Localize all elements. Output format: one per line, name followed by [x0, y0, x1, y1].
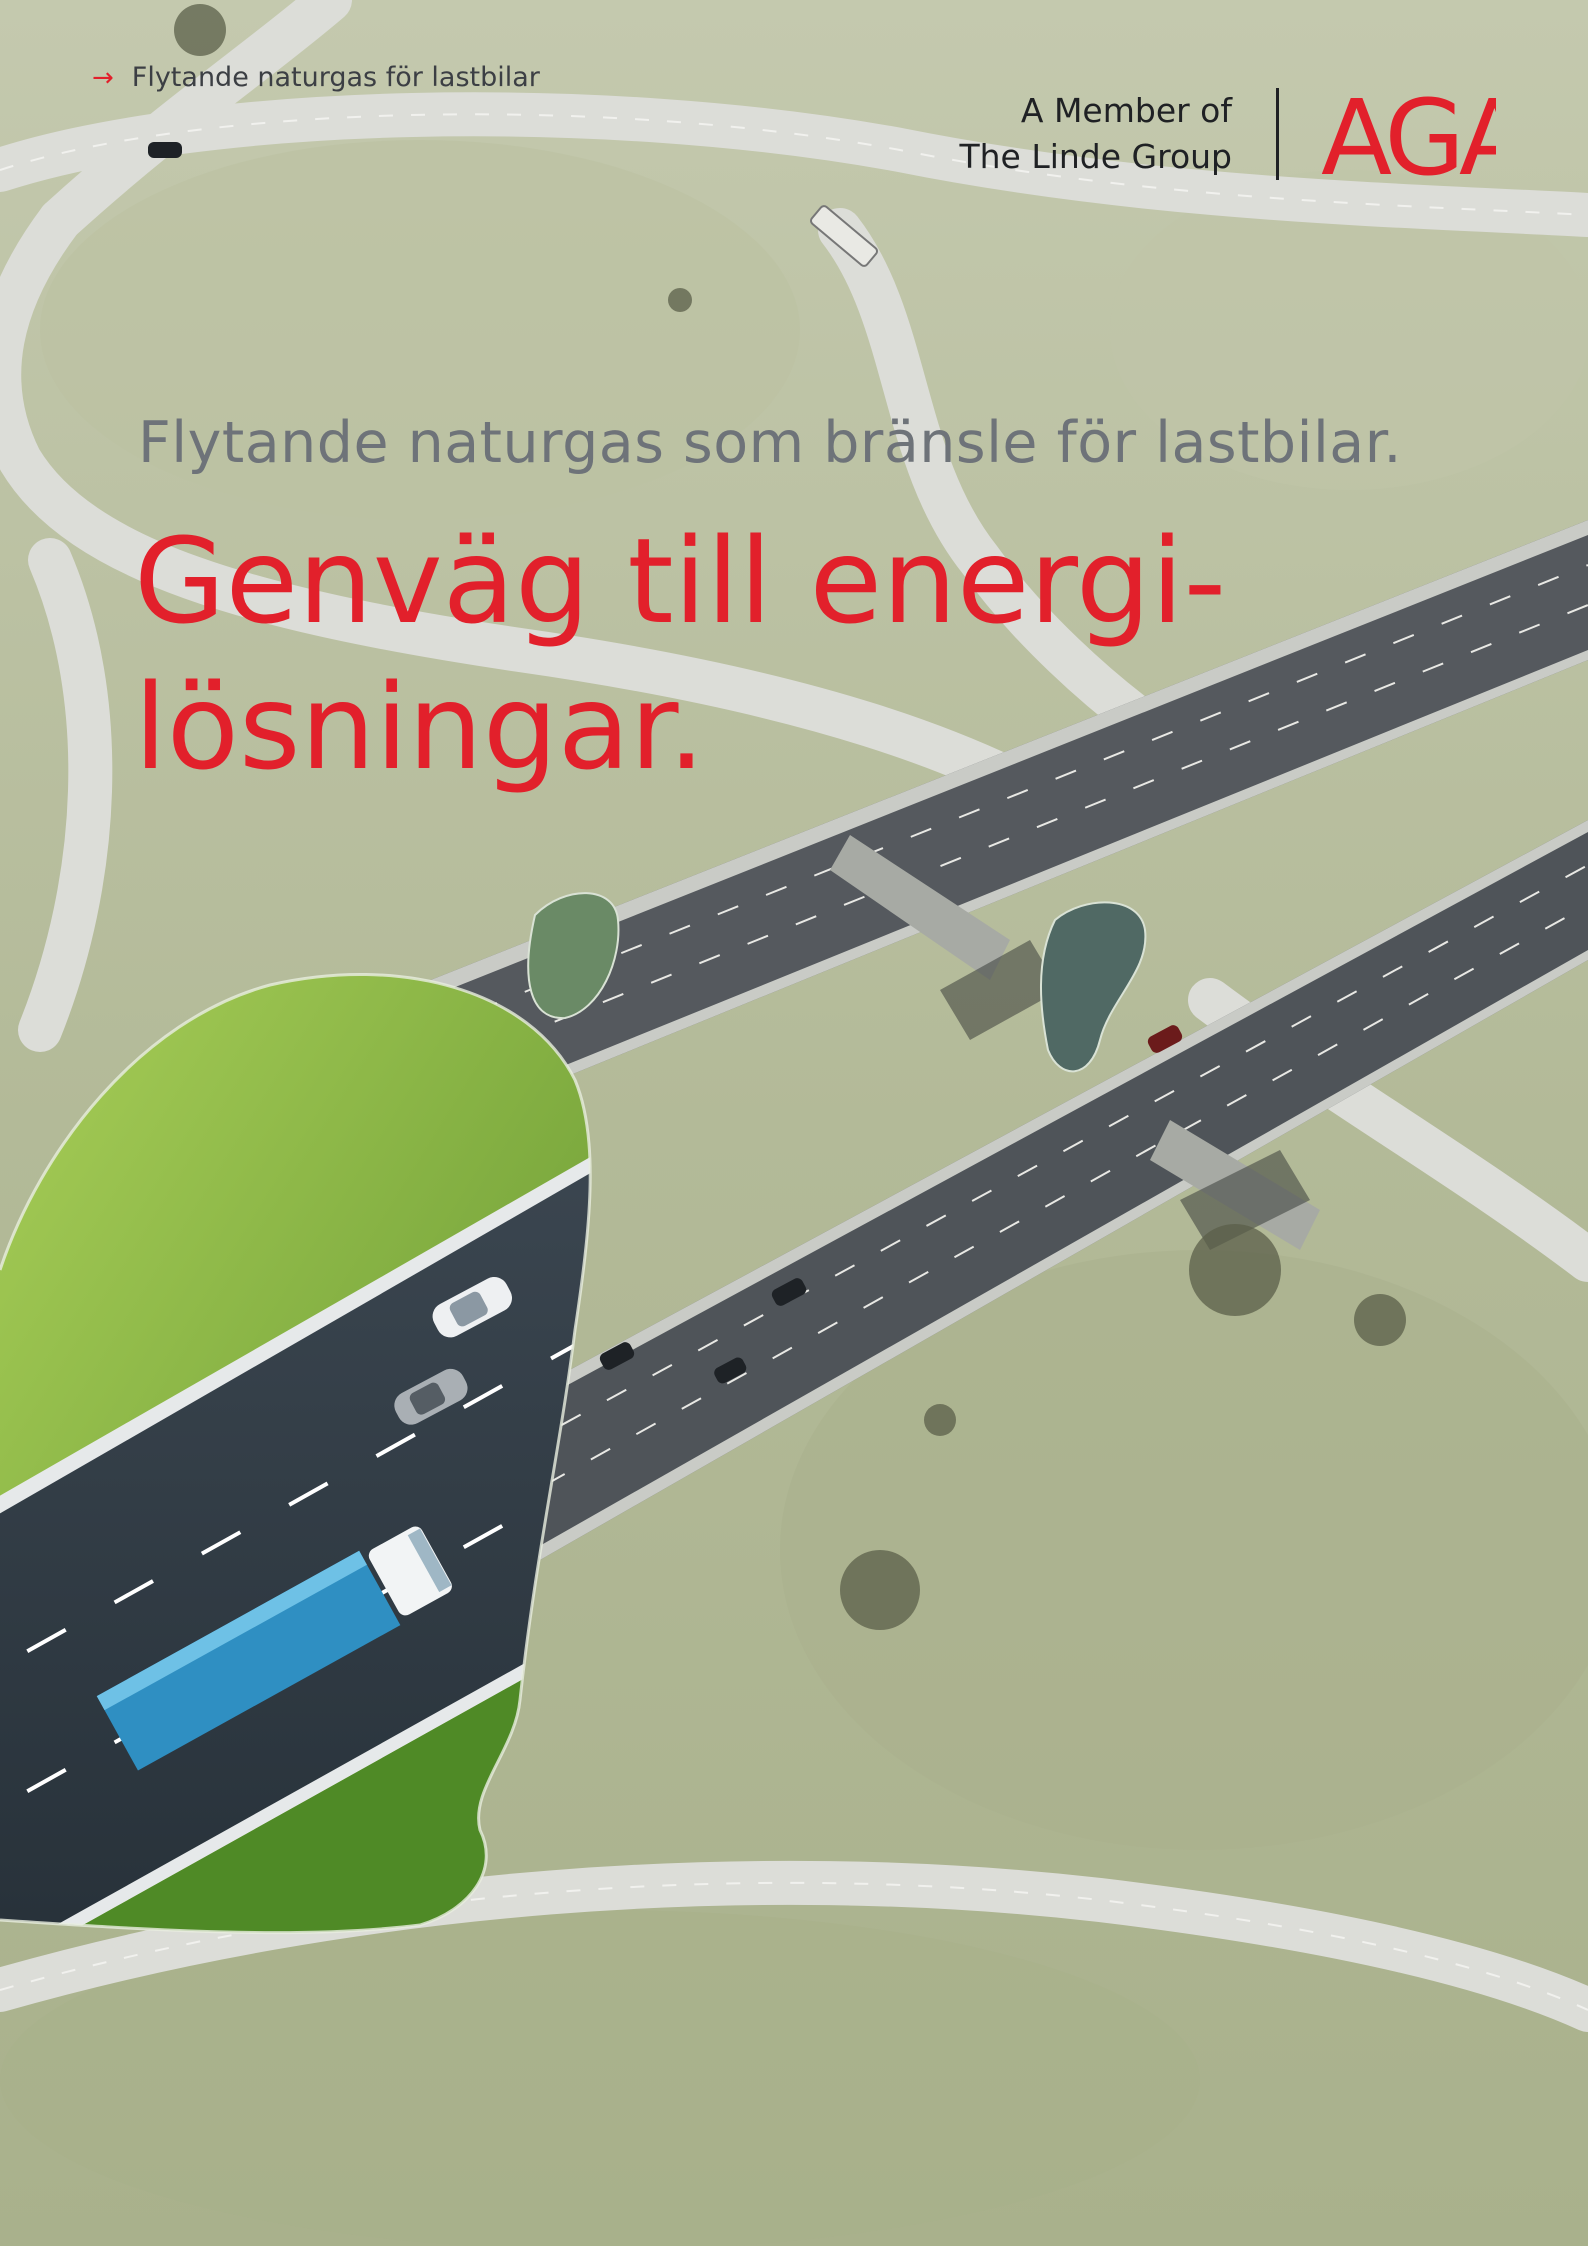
brand-block: A Member of The Linde Group AGA	[959, 88, 1496, 180]
member-text: A Member of The Linde Group	[959, 88, 1232, 180]
svg-text:AGA: AGA	[1321, 88, 1496, 180]
headline: Genväg till energi- lösningar.	[134, 508, 1284, 800]
breadcrumb-label: Flytande naturgas för lastbilar	[131, 62, 540, 93]
member-line-1: A Member of	[1020, 91, 1232, 130]
member-line-2: The Linde Group	[959, 137, 1232, 176]
aga-logo: AGA	[1321, 88, 1496, 180]
brand-divider	[1276, 88, 1279, 180]
headline-line-2: lösningar.	[134, 658, 706, 796]
breadcrumb[interactable]: → Flytande naturgas för lastbilar	[92, 62, 540, 93]
headline-line-1: Genväg till energi-	[134, 512, 1227, 650]
subtitle: Flytande naturgas som bränsle för lastbi…	[138, 410, 1403, 476]
arrow-right-icon: →	[92, 62, 114, 93]
